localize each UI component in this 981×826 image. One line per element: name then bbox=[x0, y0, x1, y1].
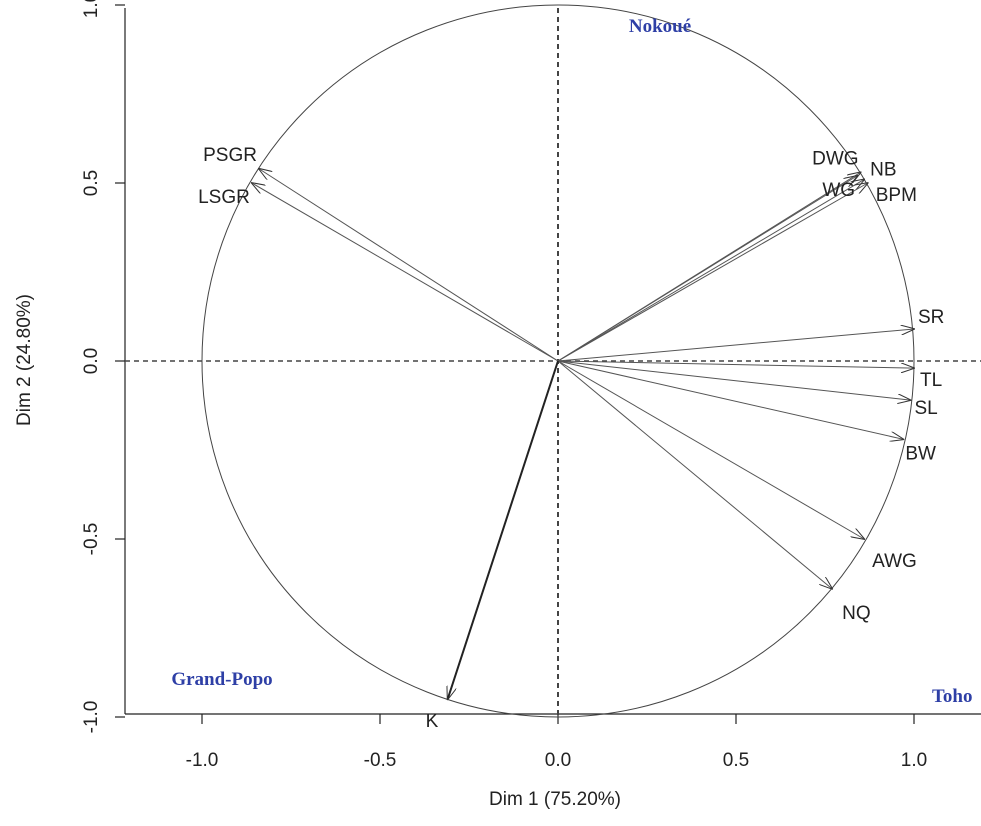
annotation-grand-popo: Grand-Popo bbox=[171, 669, 272, 690]
arrow-nb bbox=[557, 179, 864, 362]
arrow-wg bbox=[557, 176, 857, 362]
x-tick-label: 1.0 bbox=[901, 750, 927, 771]
arrow-bpm bbox=[557, 183, 868, 362]
arrow-sl bbox=[557, 360, 910, 400]
arrow-k bbox=[448, 360, 559, 699]
variable-label-lsgr: LSGR bbox=[198, 187, 250, 208]
arrow-lsgr bbox=[252, 183, 559, 362]
variable-label-sr: SR bbox=[918, 307, 944, 328]
y-axis-title: Dim 2 (24.80%) bbox=[14, 294, 35, 426]
x-tick-label: -1.0 bbox=[186, 750, 219, 771]
variable-label-tl: TL bbox=[920, 370, 942, 391]
arrow-nq bbox=[557, 360, 832, 589]
x-axis-title: Dim 1 (75.20%) bbox=[489, 789, 621, 810]
variable-label-bpm: BPM bbox=[876, 185, 917, 206]
arrow-awg bbox=[557, 360, 864, 539]
y-tick-label: -0.5 bbox=[81, 523, 102, 556]
y-tick-label: -1.0 bbox=[81, 701, 102, 734]
annotation-toho: Toho bbox=[932, 686, 973, 707]
variable-label-k: K bbox=[426, 711, 439, 732]
arrow-tl bbox=[557, 360, 914, 368]
arrow-bw bbox=[557, 360, 903, 439]
x-tick-label: 0.0 bbox=[545, 750, 571, 771]
variable-label-dwg: DWG bbox=[812, 148, 858, 169]
arrow-psgr bbox=[259, 169, 559, 362]
variable-label-wg: WG bbox=[822, 180, 855, 201]
variable-label-awg: AWG bbox=[872, 551, 917, 572]
x-tick-label: -0.5 bbox=[364, 750, 397, 771]
x-tick-label: 0.5 bbox=[723, 750, 749, 771]
variable-label-nb: NB bbox=[870, 159, 896, 180]
y-tick-label: 1.0 bbox=[81, 0, 102, 18]
y-tick-label: 0.0 bbox=[81, 348, 102, 374]
variable-label-psgr: PSGR bbox=[203, 145, 257, 166]
annotation-nokou-: Nokoué bbox=[629, 16, 691, 37]
variable-label-bw: BW bbox=[905, 443, 936, 464]
arrow-sr bbox=[557, 329, 914, 362]
variable-label-sl: SL bbox=[914, 398, 937, 419]
variable-label-nq: NQ bbox=[842, 603, 871, 624]
y-tick-label: 0.5 bbox=[81, 170, 102, 196]
